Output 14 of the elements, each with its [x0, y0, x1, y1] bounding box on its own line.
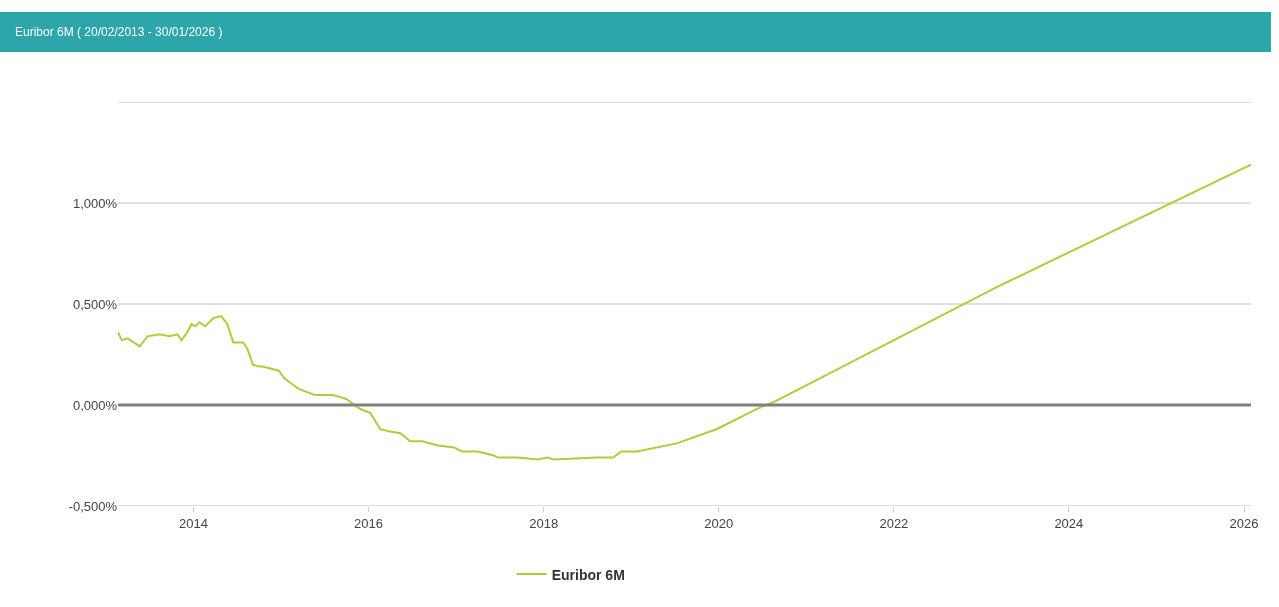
line-series: [118, 163, 1251, 461]
y-tick-label: 0,000%: [72, 397, 118, 413]
x-tick-label: 2016: [354, 515, 383, 531]
x-tick-label: 2018: [529, 515, 559, 531]
legend-label: Euribor 6M: [551, 566, 625, 583]
x-tick-label: 2024: [1054, 515, 1084, 531]
x-tick-label: 2020: [704, 515, 734, 531]
x-tick-label: 2022: [879, 515, 909, 531]
y-tick-label: 1,000%: [72, 195, 118, 211]
x-tick-label: 2014: [179, 515, 208, 531]
y-tick-label: 0,500%: [72, 296, 118, 312]
chart-title: Euribor 6M ( 20/02/2013 - 30/01/2026 ): [15, 25, 223, 39]
x-tick-label: 2026: [1229, 515, 1259, 531]
y-tick-label: -0,500%: [68, 498, 118, 514]
